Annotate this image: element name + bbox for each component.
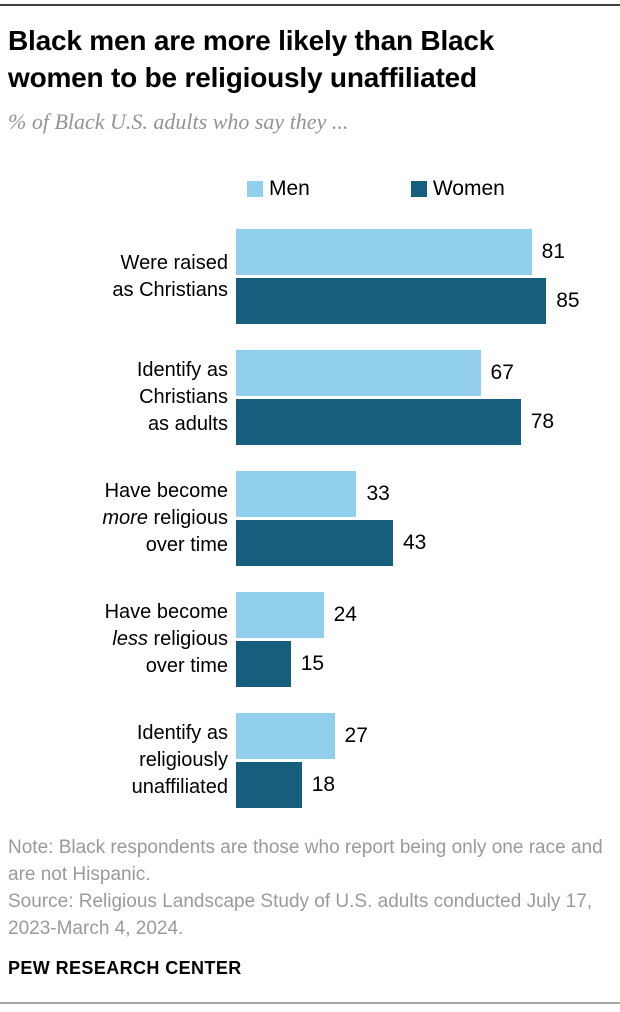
women-color-swatch-icon <box>410 181 427 197</box>
legend-item-men: Men <box>247 177 310 201</box>
legend-label-men: Men <box>269 177 310 200</box>
chart-subtitle: % of Black U.S. adults who say they ... <box>8 109 349 134</box>
top-divider <box>0 4 620 6</box>
bar-women <box>236 278 547 324</box>
legend-label-women: Women <box>432 177 505 200</box>
footer-notes: Note: Black respondents are those who re… <box>8 834 612 942</box>
bar-group-identify-christians: Identify as Christians as adults 67 78 <box>0 350 620 445</box>
value-label-women: 43 <box>402 531 427 554</box>
source-text: Source: Religious Landscape Study of U.S… <box>8 891 593 939</box>
value-label-women: 15 <box>300 652 325 675</box>
value-label-men: 67 <box>490 361 514 384</box>
value-label-men: 27 <box>344 724 368 747</box>
chart-title-line1: Black men are more likely than Black <box>8 25 495 56</box>
bar-women <box>236 641 291 687</box>
bar-men <box>236 229 532 275</box>
bar-men <box>236 713 335 759</box>
category-label: Identify as Christians as adults <box>136 359 228 435</box>
bar-men <box>236 350 481 396</box>
bar-group-less-religious: Have become less religious over time 24 … <box>0 592 620 687</box>
category-label: Have become more religious over time <box>102 480 228 556</box>
legend: Men Women <box>247 177 620 201</box>
chart-title: Black men are more likely than Black wom… <box>8 22 610 96</box>
category-label: Have become less religious over time <box>104 601 228 677</box>
bar-group-unaffiliated: Identify as religiously unaffiliated 27 … <box>0 713 620 808</box>
bar-men <box>236 471 357 517</box>
men-color-swatch-icon <box>247 181 263 197</box>
note-text: Note: Black respondents are those who re… <box>8 837 603 885</box>
value-label-women: 85 <box>556 289 580 312</box>
bottom-divider <box>0 1002 620 1004</box>
value-label-men: 33 <box>366 482 390 505</box>
bar-group-more-religious: Have become more religious over time 33 … <box>0 471 620 566</box>
bar-chart: Were raised as Christians 81 85 Identify… <box>0 229 620 808</box>
bar-women <box>236 762 302 808</box>
bar-women <box>236 399 521 445</box>
value-label-men: 81 <box>541 240 565 263</box>
value-label-women: 18 <box>311 773 336 796</box>
bar-women <box>236 520 393 566</box>
category-label: Identify as religiously unaffiliated <box>131 722 228 798</box>
category-label: Were raised as Christians <box>112 251 228 301</box>
legend-item-women: Women <box>410 177 505 201</box>
chart-title-line2: women to be religiously unaffiliated <box>8 62 477 93</box>
value-label-men: 24 <box>333 603 357 626</box>
bar-men <box>236 592 324 638</box>
value-label-women: 78 <box>530 410 555 433</box>
pew-research-center-wordmark: PEW RESEARCH CENTER <box>8 958 242 978</box>
bar-group-raised-christians: Were raised as Christians 81 85 <box>0 229 620 324</box>
